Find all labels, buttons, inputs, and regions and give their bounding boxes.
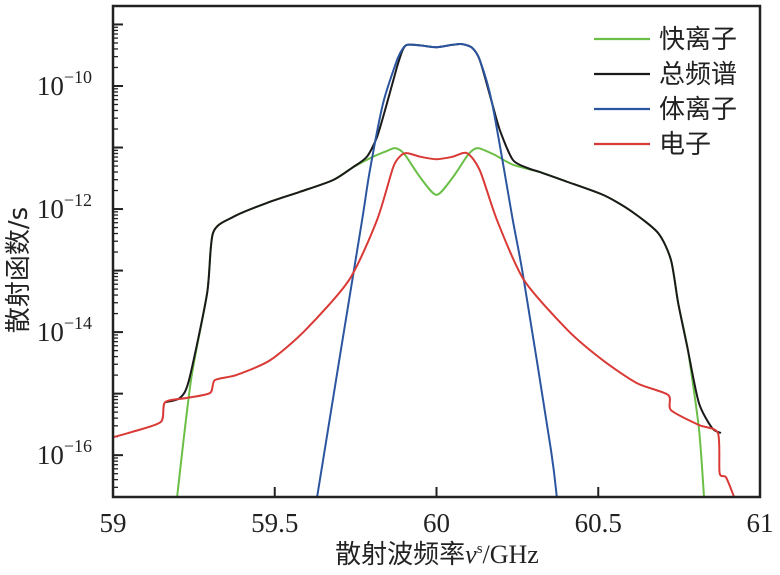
y-tick-label: 10−12 [37, 190, 92, 224]
series-line-2 [164, 43, 722, 434]
legend-label: 体离子 [659, 95, 737, 125]
legend-entry: 总频谱 [594, 60, 737, 90]
y-tick-label: 10−10 [37, 67, 92, 101]
legend-entry: 电子 [594, 130, 711, 160]
legend-label: 总频谱 [659, 60, 737, 90]
legend-entry: 体离子 [594, 95, 737, 125]
plot-frame [111, 4, 762, 499]
x-tick-label: 60 [423, 508, 450, 538]
x-tick-label: 59.5 [251, 508, 298, 538]
x-axis-label: 散射波频率νs/GHz [335, 540, 539, 570]
x-tick-label: 61 [747, 508, 774, 538]
x-tick-labels: 59 59.5 60 60.5 61 [100, 508, 774, 538]
legend-label: 快离子 [659, 25, 737, 55]
series-line-1 [176, 147, 705, 498]
y-tick-labels: 10−10 10−12 10−14 10−16 [37, 67, 92, 470]
x-tick-label: 59 [100, 508, 127, 538]
series-line-4 [112, 151, 736, 498]
legend-label: 电子 [659, 130, 711, 160]
x-tick-label: 60.5 [575, 508, 622, 538]
y-tick-label: 10−14 [37, 313, 92, 347]
legend-entry: 快离子 [594, 25, 737, 55]
y-axis-label: 散射函数/s [4, 207, 34, 333]
y-tick-label: 10−16 [37, 436, 92, 470]
series-line-3 [316, 43, 558, 498]
series-lines [112, 43, 736, 498]
